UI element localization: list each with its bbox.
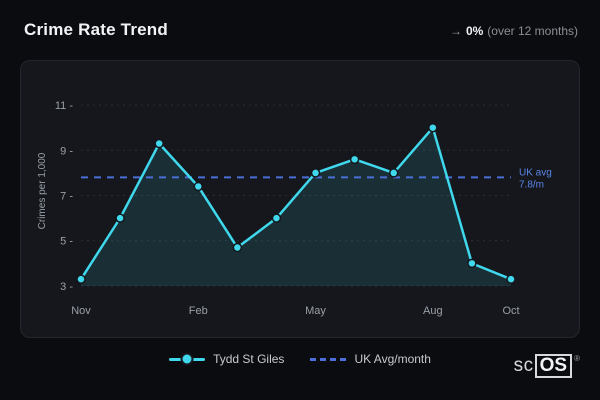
svg-text:3 -: 3 - xyxy=(60,281,73,293)
trend-summary: → 0% (over 12 months) xyxy=(450,24,578,38)
legend-dash-swatch xyxy=(310,357,347,361)
registered-mark-icon: ® xyxy=(574,354,580,364)
chart-panel: 3 - 5 - 7 - 9 - 11 - Crimes per 1,000 UK avg 7.… xyxy=(20,60,580,338)
logo-box: OS xyxy=(534,354,573,378)
svg-text:5 -: 5 - xyxy=(60,236,73,248)
scos-logo: sc OS ® xyxy=(514,354,580,378)
svg-text:7.8/m: 7.8/m xyxy=(519,179,544,190)
chart-legend: Tydd St Giles UK Avg/month xyxy=(0,352,600,366)
page-title: Crime Rate Trend xyxy=(24,20,168,39)
legend-dot-icon xyxy=(180,352,194,366)
svg-text:7 -: 7 - xyxy=(60,191,73,203)
svg-text:Feb: Feb xyxy=(189,305,208,317)
svg-text:11 -: 11 - xyxy=(55,100,73,112)
svg-text:Crimes per 1,000: Crimes per 1,000 xyxy=(37,152,48,229)
svg-text:Aug: Aug xyxy=(423,305,443,317)
svg-text:9 -: 9 - xyxy=(60,145,73,157)
svg-text:Oct: Oct xyxy=(502,305,519,317)
logo-prefix: sc xyxy=(513,355,534,377)
trend-value: 0% xyxy=(465,24,484,38)
svg-text:May: May xyxy=(305,305,326,317)
legend-line-swatch xyxy=(169,352,206,366)
legend-item-series[interactable]: Tydd St Giles xyxy=(169,352,284,366)
crime-trend-chart: 3 - 5 - 7 - 9 - 11 - Crimes per 1,000 UK avg7.… xyxy=(37,100,552,317)
header: Crime Rate Trend → 0% (over 12 months) xyxy=(24,20,578,40)
svg-text:UK avg: UK avg xyxy=(519,167,552,178)
legend-label-series: Tydd St Giles xyxy=(213,352,285,366)
legend-item-reference[interactable]: UK Avg/month xyxy=(310,352,431,366)
trend-arrow-icon: → xyxy=(449,24,462,38)
trend-period: (over 12 months) xyxy=(487,24,578,38)
svg-text:Nov: Nov xyxy=(71,305,91,317)
legend-label-reference: UK Avg/month xyxy=(354,352,431,366)
